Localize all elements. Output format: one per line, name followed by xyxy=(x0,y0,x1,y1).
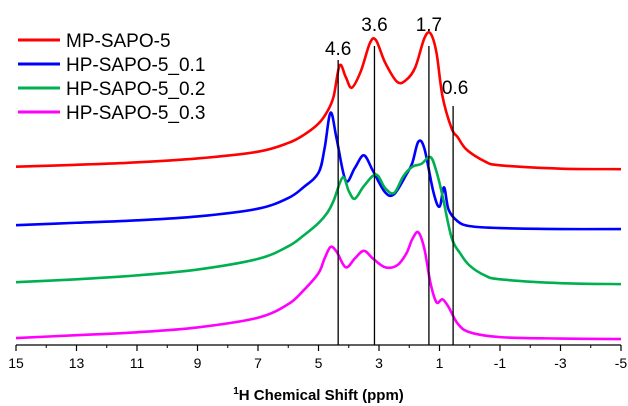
x-tick-label: 1 xyxy=(436,355,444,371)
x-axis-title: 1H Chemical Shift (ppm) xyxy=(233,386,404,404)
x-tick-label: 5 xyxy=(315,355,323,371)
x-tick-label: 7 xyxy=(254,355,262,371)
legend: MP-SAPO-5 HP-SAPO-5_0.1 HP-SAPO-5_0.2 HP-SA… xyxy=(18,31,205,124)
peak-marker-label-1: 4.6 xyxy=(325,39,351,60)
legend-label-2: HP-SAPO-5_0.1 xyxy=(66,55,205,76)
peak-marker-label-4: 0.6 xyxy=(442,78,468,99)
series-line-3 xyxy=(15,155,622,286)
series-layer xyxy=(15,30,622,341)
x-tick-label: -5 xyxy=(615,355,628,371)
x-tick-label: -3 xyxy=(554,355,567,371)
x-tick-label: 9 xyxy=(194,355,202,371)
x-axis-title-superscript: 1 xyxy=(233,386,239,397)
peak-marker-label-2: 3.6 xyxy=(361,15,387,36)
x-tick-label: -1 xyxy=(494,355,507,371)
legend-label-3: HP-SAPO-5_0.2 xyxy=(66,79,205,100)
series-line-4 xyxy=(15,230,622,341)
legend-label-4: HP-SAPO-5_0.3 xyxy=(66,103,205,124)
series-line-1 xyxy=(15,30,622,171)
x-tick-label: 13 xyxy=(69,355,85,371)
peak-marker-label-3: 1.7 xyxy=(416,15,442,36)
x-tick-label: 3 xyxy=(375,355,383,371)
x-tick-label: 11 xyxy=(130,355,145,371)
x-tick-label: 15 xyxy=(8,355,24,371)
series-line-2 xyxy=(15,111,622,231)
legend-label-1: MP-SAPO-5 xyxy=(66,31,171,52)
peak-marker-layer: 4.6 3.6 1.7 0.6 xyxy=(325,15,468,345)
x-axis-title-text: H Chemical Shift (ppm) xyxy=(239,387,404,404)
x-tick-layer: 15 13 11 9 7 5 3 1 -1 -3 -5 xyxy=(8,345,627,371)
